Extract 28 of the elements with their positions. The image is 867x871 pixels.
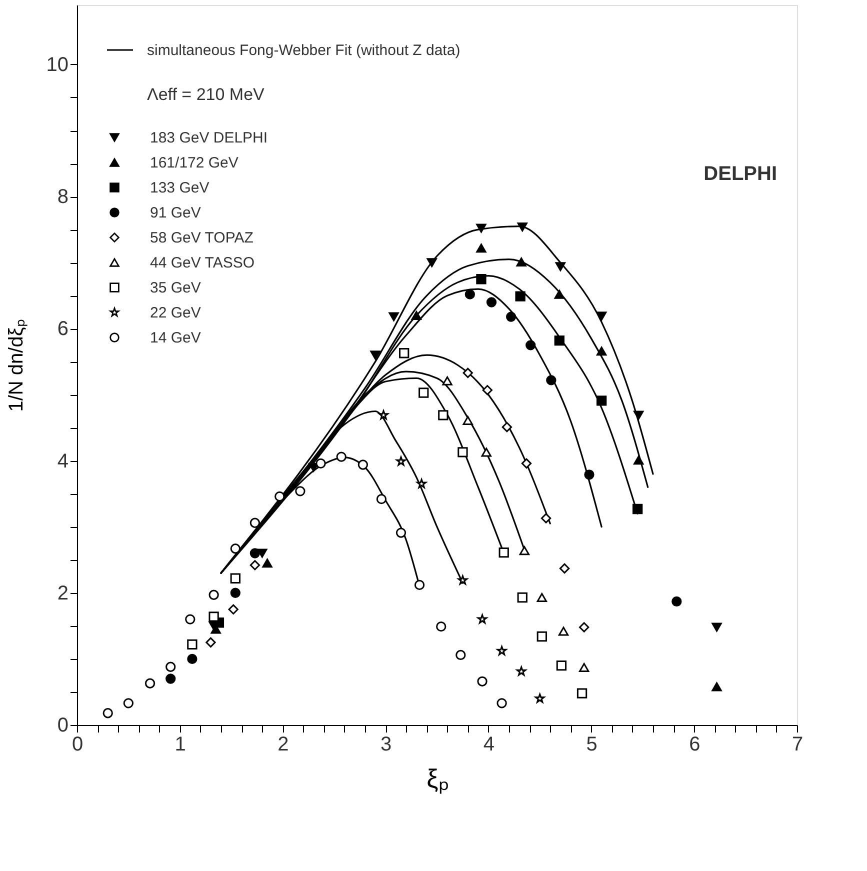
x-tick-label: 5 (586, 734, 598, 756)
x-tick-label: 6 (689, 734, 700, 756)
legend-label: 183 GeV DELPHI (150, 130, 268, 146)
y-axis-title: 1/N dn/dξₚ (5, 319, 28, 412)
y-tick-label: 2 (57, 582, 68, 604)
legend-label: 133 GeV (150, 180, 210, 196)
legend-label: 161/172 GeV (150, 154, 238, 172)
legend-label: simultaneous Fong-Webber Fit (without Z data) (147, 42, 460, 59)
x-axis-title: ξₚ (426, 764, 448, 794)
legend-label: 91 GeV (150, 204, 201, 222)
y-tick-label: 0 (57, 714, 68, 736)
x-tick-label: 4 (483, 734, 494, 756)
legend-label: 58 GeV TOPAZ (150, 230, 254, 246)
legend-label: 35 GeV (150, 280, 201, 296)
legend-label: 44 GeV TASSO (150, 254, 254, 272)
x-tick-label: 3 (380, 734, 392, 756)
y-tick-label: 10 (46, 54, 68, 76)
y-tick-label: 8 (57, 186, 68, 208)
annotation: Λeff = 210 MeV (147, 85, 266, 104)
annotation: DELPHI (704, 163, 777, 186)
x-tick-label: 7 (792, 734, 804, 756)
x-tick-label: 2 (278, 734, 289, 756)
legend-label: 22 GeV (150, 304, 201, 322)
legend-label: 14 GeV (150, 330, 201, 346)
y-tick-label: 6 (57, 318, 68, 340)
y-tick-label: 4 (57, 450, 68, 472)
x-tick-label: 1 (174, 734, 186, 756)
x-tick-label: 0 (72, 734, 84, 756)
